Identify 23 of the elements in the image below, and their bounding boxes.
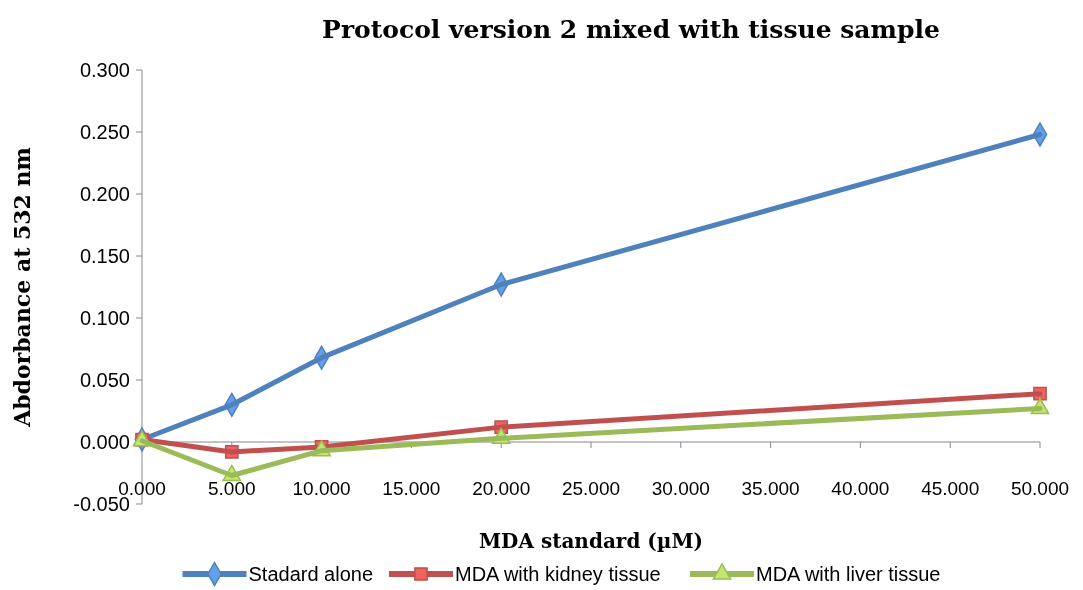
x-tick-label: 30.000 — [651, 478, 710, 499]
legend-label: Stadard alone — [248, 563, 374, 585]
y-tick-label: 0.050 — [79, 369, 130, 391]
x-tick-label: 5.000 — [208, 478, 256, 499]
legend-label: MDA with kidney tissue — [455, 563, 661, 585]
x-tick-label: 45.000 — [921, 478, 980, 499]
y-tick-label: 0.300 — [79, 59, 130, 81]
x-axis-title: MDA standard (µM) — [478, 529, 704, 553]
x-tick-label: 35.000 — [741, 478, 800, 499]
y-tick-label: 0.000 — [79, 431, 130, 453]
y-tick-label: 0.150 — [79, 245, 130, 267]
y-tick-label: 0.100 — [79, 307, 130, 329]
legend-label: MDA with liver tissue — [756, 563, 941, 585]
x-tick-label: 25.000 — [561, 478, 621, 499]
x-tick-label: 20.000 — [472, 478, 531, 499]
x-tick-label: 50.000 — [1010, 478, 1070, 499]
y-tick-label: 0.250 — [79, 121, 130, 143]
y-axis-title: Abdorbance at 532 nm — [9, 147, 35, 428]
x-tick-label: 15.000 — [382, 478, 441, 499]
x-tick-label: 10.000 — [292, 478, 351, 499]
y-tick-label: 0.200 — [79, 183, 130, 205]
x-tick-label: 40.000 — [831, 478, 890, 499]
chart-title: Protocol version 2 mixed with tissue sample — [322, 15, 940, 44]
